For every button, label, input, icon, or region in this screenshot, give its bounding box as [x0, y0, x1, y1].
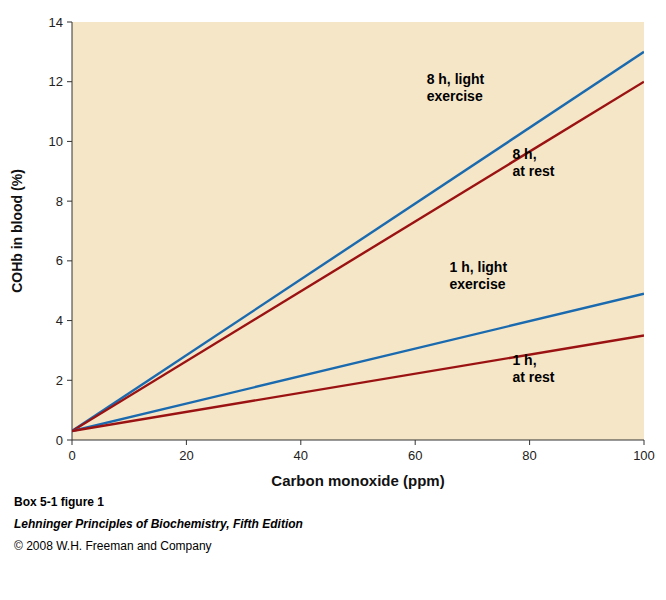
- line-label: 8 h, lightexercise: [427, 71, 485, 104]
- y-tick-label: 2: [56, 373, 63, 388]
- y-tick-label: 0: [56, 433, 63, 448]
- x-tick-label: 80: [522, 448, 536, 463]
- y-tick-label: 10: [49, 134, 63, 149]
- series-line: [72, 294, 644, 431]
- x-tick: [300, 440, 301, 445]
- x-tick-label: 100: [633, 448, 655, 463]
- y-axis-label: COHb in blood (%): [9, 169, 25, 293]
- caption-line: Lehninger Principles of Biochemistry, Fi…: [14, 517, 303, 531]
- x-tick-label: 20: [179, 448, 193, 463]
- x-tick: [529, 440, 530, 445]
- chart-container: 0 20 40 60 80 100 0 2 4 6 8 10 12 14 Carbon monoxide (…: [0, 0, 666, 600]
- y-tick-label: 8: [56, 194, 63, 209]
- line-label-row: 1 h, light: [450, 259, 508, 275]
- line-label-row: 1 h,: [512, 352, 536, 368]
- line-label: 8 h,at rest: [512, 146, 554, 179]
- y-tick: [67, 380, 72, 381]
- series-line: [72, 82, 644, 431]
- x-axis-line: [72, 440, 644, 441]
- lines: [72, 52, 644, 431]
- x-tick: [644, 440, 645, 445]
- caption-line: © 2008 W.H. Freeman and Company: [14, 539, 212, 553]
- line-label-row: at rest: [512, 369, 554, 385]
- caption-line: Box 5-1 figure 1: [14, 495, 104, 509]
- x-tick-label: 60: [408, 448, 422, 463]
- line-label-row: 8 h, light: [427, 71, 485, 87]
- y-tick: [67, 201, 72, 202]
- line-labels: 8 h, lightexercise8 h,at rest1 h, lighte…: [427, 71, 555, 384]
- series-line: [72, 336, 644, 432]
- y-tick: [67, 141, 72, 142]
- y-tick: [67, 320, 72, 321]
- x-tick: [415, 440, 416, 445]
- x-tick-label: 40: [294, 448, 308, 463]
- x-tick: [186, 440, 187, 445]
- x-tick: [72, 440, 73, 445]
- line-label-row: 8 h,: [512, 146, 536, 162]
- axes: 0 20 40 60 80 100 0 2 4 6 8 10 12 14: [49, 15, 655, 464]
- line-label: 1 h,at rest: [512, 352, 554, 385]
- y-tick-label: 4: [56, 313, 63, 328]
- y-tick: [67, 81, 72, 82]
- caption: Box 5-1 figure 1 Lehninger Principles of …: [14, 495, 303, 553]
- y-tick: [67, 22, 72, 23]
- x-axis-label: Carbon monoxide (ppm): [271, 472, 444, 489]
- chart-svg: 0 20 40 60 80 100 0 2 4 6 8 10 12 14 Carbon monoxide (…: [0, 0, 666, 600]
- line-label: 1 h, lightexercise: [450, 259, 508, 292]
- line-label-row: exercise: [427, 88, 483, 104]
- line-label-row: exercise: [450, 276, 506, 292]
- y-tick-label: 14: [49, 15, 63, 30]
- line-label-row: at rest: [512, 163, 554, 179]
- plot-background: [72, 22, 644, 440]
- y-tick: [67, 440, 72, 441]
- series-line: [72, 52, 644, 431]
- y-tick-label: 12: [49, 74, 63, 89]
- y-tick-label: 6: [56, 253, 63, 268]
- y-axis-line: [72, 22, 73, 440]
- y-tick: [67, 260, 72, 261]
- x-tick-label: 0: [68, 448, 75, 463]
